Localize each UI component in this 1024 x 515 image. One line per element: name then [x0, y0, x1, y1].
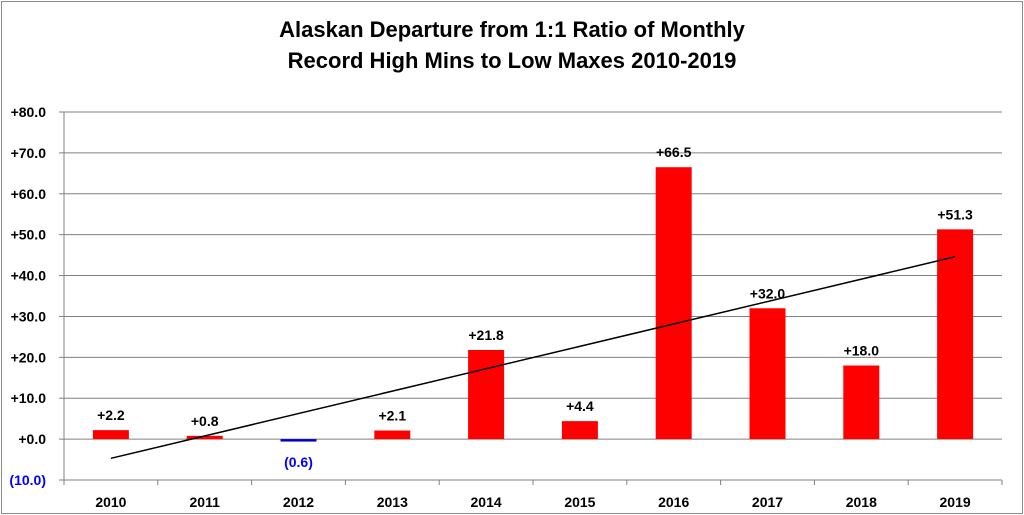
x-tick-label-2015: 2015: [564, 494, 595, 510]
y-tick-label: +50.0: [11, 227, 47, 243]
y-tick-label: +30.0: [11, 308, 47, 324]
y-axis-tick-labels: (10.0) +0.0 +10.0 +20.0 +30.0 +40.0 +50.0 +60.0…: [9, 104, 46, 488]
chart-title-line-2: Record High Mins to Low Maxes 2010-2019: [287, 48, 737, 73]
x-tick-label-2014: 2014: [471, 494, 502, 510]
y-tick-label: (10.0): [9, 472, 46, 488]
bar-2013: [374, 430, 411, 440]
linear-trendline: [110, 256, 956, 460]
y-tick-label: +10.0: [11, 390, 47, 406]
axes: [59, 111, 1003, 485]
x-tick-label-2016: 2016: [658, 494, 689, 510]
trendline: [110, 256, 956, 460]
data-label-2014: +21.8: [468, 327, 504, 343]
bar-2017: [749, 308, 786, 440]
data-label-2015: +4.4: [566, 398, 594, 414]
data-label-2018: +18.0: [844, 343, 880, 359]
bar-2014: [468, 349, 505, 440]
x-tick-label-2010: 2010: [95, 494, 126, 510]
x-tick-label-2012: 2012: [283, 494, 314, 510]
x-tick-label-2013: 2013: [377, 494, 408, 510]
bar-2011: [186, 435, 223, 440]
bar-2019: [937, 229, 974, 440]
bar-2016: [655, 167, 692, 440]
x-tick-label-2017: 2017: [752, 494, 783, 510]
y-tick-label: +20.0: [11, 349, 47, 365]
chart-title: Alaskan Departure from 1:1 Ratio of Mont…: [0, 14, 1024, 76]
data-label-2017: +32.0: [750, 285, 786, 301]
data-labels: +2.2 +0.8 (0.6) +2.1 +21.8 +4.4 +66.5 +32.0 +18.…: [97, 144, 973, 470]
data-label-2011: +0.8: [191, 413, 219, 429]
bar-2018: [843, 365, 880, 440]
data-label-2016: +66.5: [656, 144, 692, 160]
bar-2012: [280, 439, 317, 442]
y-tick-label: +0.0: [18, 431, 46, 447]
bar-2010: [92, 430, 129, 440]
data-label-2019: +51.3: [937, 206, 973, 222]
chart-title-line-1: Alaskan Departure from 1:1 Ratio of Mont…: [279, 17, 745, 42]
x-tick-label-2018: 2018: [846, 494, 877, 510]
y-tick-label: +80.0: [11, 104, 47, 120]
data-label-2013: +2.1: [378, 408, 406, 424]
x-axis-tick-labels: 2010 2011 2012 2013 2014 2015 2016 2017 2018 2019: [95, 494, 971, 510]
x-tick-label-2019: 2019: [940, 494, 971, 510]
y-tick-label: +40.0: [11, 268, 47, 284]
data-label-2010: +2.2: [97, 407, 125, 423]
bars: [92, 167, 974, 442]
y-tick-label: +70.0: [11, 145, 47, 161]
x-tick-label-2011: 2011: [190, 494, 221, 510]
data-label-2012: (0.6): [284, 454, 313, 470]
bar-2015: [561, 421, 598, 440]
y-tick-label: +60.0: [11, 186, 47, 202]
